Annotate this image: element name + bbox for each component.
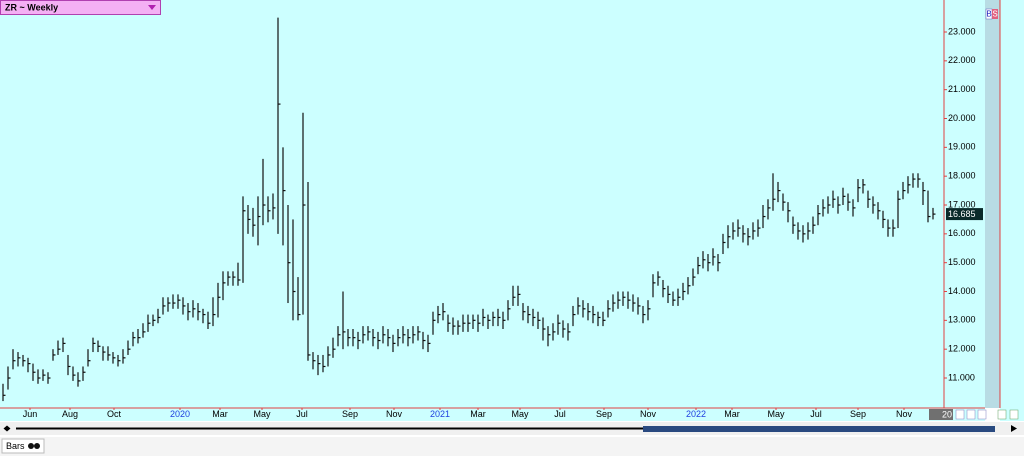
x-tick-label: Nov <box>386 409 403 419</box>
corner-label: 20 <box>942 409 952 419</box>
chart-title: ZR ~ Weekly <box>5 2 58 12</box>
title-box-bg[interactable] <box>0 0 161 15</box>
y-tick-label: 22.000 <box>948 55 976 65</box>
last-price-label: 16.685 <box>948 209 976 219</box>
x-tick-label: Oct <box>107 409 122 419</box>
y-tick-label: 14.000 <box>948 286 976 296</box>
x-tick-label: Jul <box>296 409 308 419</box>
x-tick-label: Mar <box>470 409 486 419</box>
x-tick-label: Jul <box>554 409 566 419</box>
x-tick-label: Aug <box>62 409 78 419</box>
y-tick-label: 23.000 <box>948 26 976 36</box>
bars-tab-label[interactable]: Bars <box>6 441 25 451</box>
x-tick-label: Mar <box>212 409 228 419</box>
x-tick-label: Sep <box>342 409 358 419</box>
scroll-thumb[interactable] <box>643 426 995 432</box>
y-tick-label: 11.000 <box>948 372 975 382</box>
toolbar-icon[interactable] <box>1009 409 1019 420</box>
tab-icon[interactable] <box>28 443 34 449</box>
buy-label[interactable]: B <box>986 10 991 19</box>
y-tick-label: 15.000 <box>948 257 976 267</box>
last-price-box <box>946 208 983 221</box>
toolbar-icon[interactable] <box>955 409 965 420</box>
x-tick-label: May <box>767 409 785 419</box>
side-margin <box>1000 0 1024 421</box>
scroll-right[interactable] <box>1011 425 1017 432</box>
toolbar-icons[interactable] <box>955 409 1019 420</box>
x-tick-label: Sep <box>850 409 866 419</box>
x-tick-label: 2022 <box>686 409 706 419</box>
bottom-bar <box>0 437 1024 456</box>
y-tick-label: 19.000 <box>948 142 976 152</box>
x-tick-label: Nov <box>640 409 657 419</box>
x-tick-label: Jul <box>810 409 822 419</box>
y-tick-label: 20.000 <box>948 113 976 123</box>
sell-button[interactable] <box>992 9 998 19</box>
y-tick-label: 12.000 <box>948 344 976 354</box>
sell-label[interactable]: S <box>992 10 997 19</box>
scroll-left[interactable] <box>3 425 11 432</box>
bars-tab[interactable] <box>1 438 45 454</box>
plot-background <box>0 0 985 421</box>
y-tick-label: 13.000 <box>948 315 976 325</box>
x-tick-label: 2021 <box>430 409 450 419</box>
side-strip <box>985 0 1000 408</box>
bars <box>2 17 936 402</box>
x-tick-label: Mar <box>724 409 740 419</box>
toolbar-icon[interactable] <box>977 409 987 420</box>
y-tick-label: 17.000 <box>948 199 976 209</box>
corner-box <box>929 409 953 420</box>
y-tick-label: 16.000 <box>948 228 976 238</box>
x-tick-label: May <box>511 409 529 419</box>
y-tick-label: 21.000 <box>948 84 976 94</box>
tab-icon[interactable] <box>34 443 40 449</box>
x-tick-label: Jun <box>23 409 38 419</box>
x-tick-label: Sep <box>596 409 612 419</box>
x-tick-label: Nov <box>896 409 913 419</box>
toolbar-icon[interactable] <box>966 409 976 420</box>
y-tick-label: 18.000 <box>948 171 976 181</box>
x-tick-label: 2020 <box>170 409 190 419</box>
title-box[interactable]: ZR ~ Weekly <box>0 0 161 15</box>
x-tick-label: May <box>253 409 271 419</box>
dropdown-arrow[interactable] <box>148 5 156 10</box>
toolbar-icon[interactable] <box>997 409 1007 420</box>
